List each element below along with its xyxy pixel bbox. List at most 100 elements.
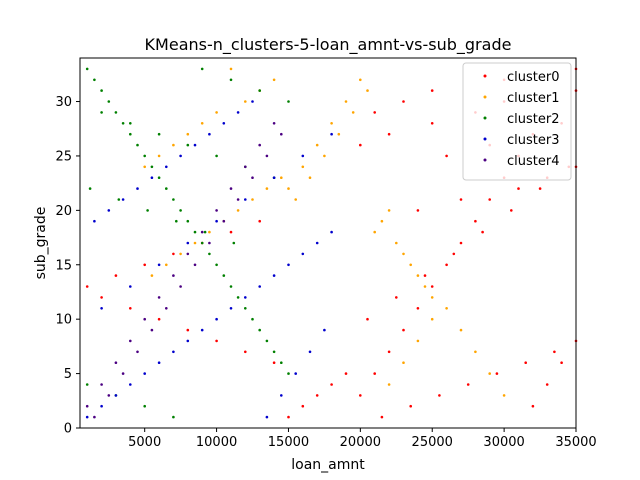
- point-cluster2: [172, 198, 175, 201]
- point-cluster1: [423, 285, 427, 288]
- point-cluster3: [172, 350, 175, 354]
- point-cluster0: [430, 122, 434, 125]
- point-cluster3: [129, 383, 132, 386]
- point-cluster4: [121, 372, 125, 375]
- point-cluster3: [121, 198, 125, 201]
- legend-label-cluster2: cluster2: [507, 112, 559, 127]
- y-axis-ticks: 0 5 10 15 20 25 30: [55, 95, 80, 437]
- point-cluster1: [409, 263, 413, 267]
- point-cluster4: [143, 317, 146, 321]
- point-cluster2: [85, 383, 89, 386]
- point-cluster0: [438, 394, 441, 397]
- point-cluster2: [175, 219, 178, 223]
- x-tick-label: 20000: [340, 435, 381, 450]
- point-cluster1: [236, 209, 240, 212]
- point-cluster0: [430, 89, 434, 92]
- point-cluster2: [208, 252, 211, 256]
- x-tick-label: 35000: [555, 435, 596, 450]
- point-cluster1: [430, 317, 434, 321]
- point-cluster1: [244, 100, 247, 103]
- legend-marker-cluster2: [483, 116, 487, 120]
- point-cluster4: [157, 296, 161, 299]
- point-cluster0: [143, 263, 146, 267]
- point-cluster1: [200, 122, 204, 125]
- point-cluster0: [315, 394, 319, 397]
- point-cluster4: [258, 143, 262, 147]
- legend-label-cluster1: cluster1: [507, 91, 559, 106]
- point-cluster3: [258, 285, 262, 288]
- point-cluster4: [150, 328, 154, 332]
- point-cluster3: [229, 307, 233, 310]
- point-cluster1: [344, 100, 348, 103]
- point-cluster2: [200, 67, 204, 71]
- point-cluster2: [251, 317, 254, 321]
- point-cluster2: [157, 176, 161, 179]
- x-tick-label: 5000: [128, 435, 161, 450]
- point-cluster2: [143, 154, 146, 158]
- legend-marker-cluster1: [483, 95, 487, 99]
- point-cluster1: [251, 198, 254, 201]
- point-cluster0: [272, 361, 276, 365]
- point-cluster0: [402, 100, 405, 103]
- point-cluster0: [416, 209, 420, 212]
- point-cluster0: [402, 328, 405, 332]
- point-cluster2: [203, 230, 207, 234]
- point-cluster0: [423, 274, 427, 277]
- point-cluster1: [387, 209, 391, 212]
- point-cluster1: [280, 176, 283, 179]
- point-cluster3: [179, 154, 182, 158]
- x-tick-label: 30000: [483, 435, 524, 450]
- y-tick-label: 30: [55, 95, 72, 110]
- point-cluster0: [409, 404, 413, 408]
- legend-marker-cluster0: [483, 74, 487, 78]
- point-cluster2: [136, 143, 139, 147]
- point-cluster4: [200, 230, 204, 234]
- point-cluster4: [107, 394, 111, 397]
- point-cluster4: [114, 361, 118, 365]
- point-cluster3: [301, 252, 305, 256]
- point-cluster0: [445, 154, 448, 158]
- point-cluster2: [146, 209, 149, 212]
- point-cluster0: [359, 143, 362, 147]
- point-cluster3: [330, 230, 333, 234]
- point-cluster1: [272, 78, 276, 82]
- point-cluster3: [294, 372, 298, 375]
- point-cluster1: [359, 78, 362, 82]
- point-cluster2: [200, 241, 204, 245]
- point-cluster2: [193, 230, 197, 234]
- point-cluster3: [301, 154, 305, 158]
- point-cluster2: [236, 296, 240, 299]
- point-cluster0: [510, 209, 513, 212]
- point-cluster3: [85, 415, 89, 419]
- point-cluster0: [560, 361, 563, 365]
- point-cluster3: [215, 219, 218, 223]
- point-cluster2: [143, 404, 146, 408]
- point-cluster2: [129, 132, 132, 136]
- point-cluster3: [200, 328, 204, 332]
- point-cluster4: [129, 339, 132, 343]
- point-cluster0: [387, 132, 391, 136]
- point-cluster1: [373, 230, 377, 234]
- point-cluster3: [165, 165, 168, 169]
- point-cluster0: [85, 285, 89, 288]
- point-cluster4: [215, 209, 218, 212]
- point-cluster2: [179, 209, 182, 212]
- legend-label-cluster0: cluster0: [507, 70, 559, 85]
- point-cluster0: [373, 372, 377, 375]
- point-cluster2: [150, 165, 154, 169]
- point-cluster4: [193, 263, 197, 267]
- point-cluster0: [244, 350, 247, 354]
- point-cluster1: [430, 296, 434, 299]
- point-cluster1: [488, 372, 492, 375]
- point-cluster0: [531, 404, 535, 408]
- point-cluster4: [280, 132, 283, 136]
- y-tick-label: 5: [64, 367, 72, 382]
- point-cluster1: [294, 198, 298, 201]
- point-cluster3: [143, 372, 146, 375]
- point-cluster0: [387, 350, 391, 354]
- point-cluster1: [287, 187, 290, 190]
- point-cluster1: [315, 143, 319, 147]
- point-cluster3: [100, 307, 103, 310]
- point-cluster2: [215, 154, 218, 158]
